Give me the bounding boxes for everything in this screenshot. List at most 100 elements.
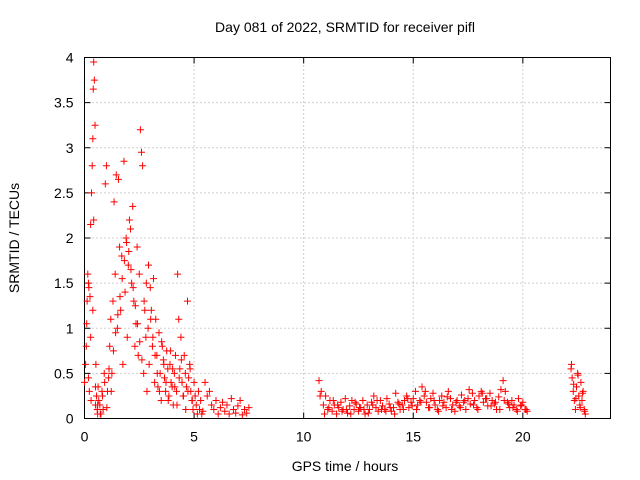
data-point (570, 380, 578, 388)
data-point (90, 58, 98, 66)
data-point (153, 369, 161, 377)
y-axis-label: SRMTID / TECUs (6, 183, 22, 293)
data-point (101, 180, 109, 188)
data-point (137, 148, 145, 156)
data-point (442, 404, 450, 412)
data-point (94, 401, 102, 409)
data-point (191, 392, 199, 400)
data-point (479, 398, 487, 406)
data-point (578, 389, 586, 397)
data-point (490, 400, 498, 408)
data-point (212, 396, 220, 404)
data-point (447, 395, 455, 403)
data-point (514, 395, 522, 403)
data-point (429, 389, 437, 397)
data-point (581, 407, 589, 415)
data-point (434, 407, 442, 415)
data-point (120, 157, 128, 165)
data-point (316, 392, 324, 400)
data-point (508, 396, 516, 404)
data-point (210, 405, 218, 413)
data-point (144, 261, 152, 269)
data-point (92, 360, 100, 368)
data-point (146, 284, 154, 292)
data-point (468, 389, 476, 397)
data-point (151, 378, 159, 386)
data-point (180, 351, 188, 359)
x-tick-label: 5 (190, 429, 198, 445)
data-point (84, 279, 92, 287)
data-point (518, 401, 526, 409)
data-point (464, 395, 472, 403)
data-point (352, 400, 360, 408)
data-point (411, 387, 419, 395)
data-point (181, 369, 189, 377)
data-point (105, 365, 113, 373)
data-point (452, 398, 460, 406)
data-point (175, 374, 183, 382)
data-point (84, 374, 92, 382)
data-point (88, 189, 96, 197)
data-point (87, 220, 95, 228)
data-point (342, 405, 350, 413)
data-point (471, 396, 479, 404)
data-point (567, 360, 575, 368)
data-point (170, 369, 178, 377)
data-point (324, 405, 332, 413)
data-point (141, 306, 149, 314)
data-point (439, 402, 447, 410)
data-point (325, 404, 333, 412)
y-tick-label: 2.5 (54, 185, 74, 201)
data-point (166, 347, 174, 355)
data-point (443, 393, 451, 401)
data-point (175, 315, 183, 323)
data-point (194, 387, 202, 395)
data-point (496, 405, 504, 413)
data-point (230, 405, 238, 413)
data-point (426, 404, 434, 412)
data-point (383, 395, 391, 403)
data-point (501, 387, 509, 395)
data-point (155, 329, 163, 337)
data-point (382, 407, 390, 415)
data-point (116, 293, 124, 301)
data-point (238, 411, 246, 419)
data-point (245, 404, 253, 412)
data-point (377, 405, 385, 413)
data-point (135, 270, 143, 278)
data-point (478, 389, 486, 397)
data-point (354, 407, 362, 415)
data-point (431, 401, 439, 409)
y-tick-label: 0 (66, 411, 74, 427)
data-point (96, 410, 104, 418)
data-point (90, 76, 98, 84)
data-point (95, 396, 103, 404)
data-point (102, 162, 110, 170)
data-point (499, 377, 507, 385)
data-points (81, 58, 589, 419)
data-point (451, 407, 459, 415)
data-point (151, 351, 159, 359)
data-point (373, 396, 381, 404)
data-point (505, 400, 513, 408)
data-point (440, 398, 448, 406)
data-point (89, 135, 97, 143)
data-point (317, 387, 325, 395)
data-point (356, 404, 364, 412)
data-point (86, 293, 94, 301)
data-point (114, 311, 122, 319)
data-point (243, 409, 251, 417)
y-tick-label: 1 (66, 320, 74, 336)
data-point (87, 333, 95, 341)
axis-ticks: 0 0.5 1 1.5 2 2.5 3 3.5 4 0 5 10 15 20 (54, 50, 611, 445)
data-point (118, 252, 126, 260)
data-point (466, 400, 474, 408)
data-point (90, 216, 98, 224)
data-point (319, 401, 327, 409)
data-point (116, 243, 124, 251)
data-point (140, 297, 148, 305)
data-point (569, 387, 577, 395)
data-point (127, 225, 135, 233)
data-point (495, 393, 503, 401)
